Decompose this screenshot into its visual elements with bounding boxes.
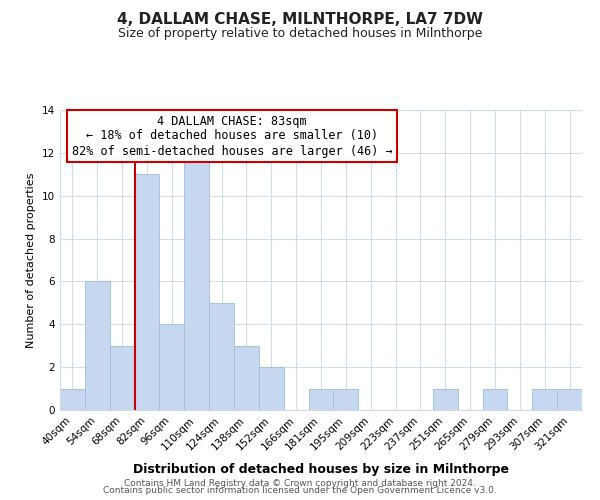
Bar: [482, 388, 508, 410]
Bar: [259, 367, 284, 410]
Text: Contains HM Land Registry data © Crown copyright and database right 2024.: Contains HM Land Registry data © Crown c…: [124, 478, 476, 488]
Text: Size of property relative to detached houses in Milnthorpe: Size of property relative to detached ho…: [118, 28, 482, 40]
Bar: [308, 388, 334, 410]
X-axis label: Distribution of detached houses by size in Milnthorpe: Distribution of detached houses by size …: [133, 463, 509, 476]
Text: Contains public sector information licensed under the Open Government Licence v3: Contains public sector information licen…: [103, 486, 497, 495]
Bar: [110, 346, 134, 410]
Bar: [134, 174, 160, 410]
Bar: [209, 303, 234, 410]
Bar: [334, 388, 358, 410]
Text: 4, DALLAM CHASE, MILNTHORPE, LA7 7DW: 4, DALLAM CHASE, MILNTHORPE, LA7 7DW: [117, 12, 483, 28]
Bar: [433, 388, 458, 410]
Text: 4 DALLAM CHASE: 83sqm
← 18% of detached houses are smaller (10)
82% of semi-deta: 4 DALLAM CHASE: 83sqm ← 18% of detached …: [72, 114, 392, 158]
Bar: [532, 388, 557, 410]
Bar: [60, 388, 85, 410]
Bar: [234, 346, 259, 410]
Bar: [160, 324, 184, 410]
Y-axis label: Number of detached properties: Number of detached properties: [26, 172, 37, 348]
Bar: [85, 282, 110, 410]
Bar: [557, 388, 582, 410]
Bar: [184, 153, 209, 410]
